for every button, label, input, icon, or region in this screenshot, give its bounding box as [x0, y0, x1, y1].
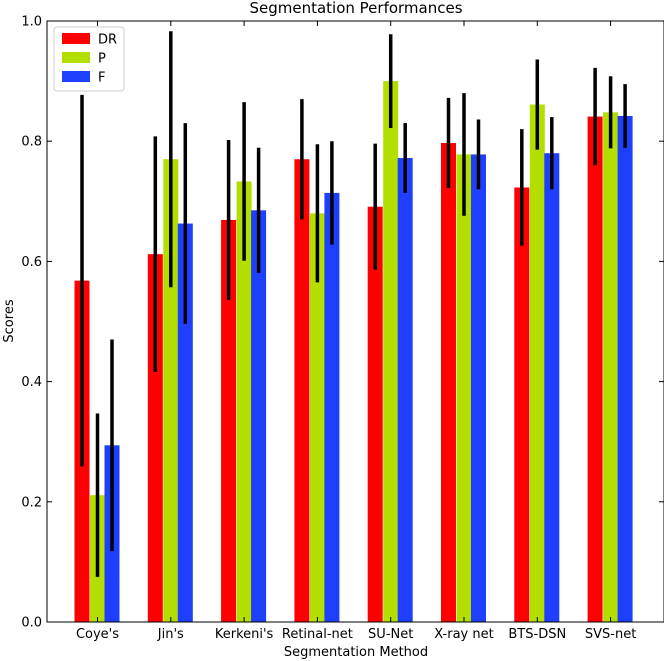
bar-dr-6	[514, 187, 530, 623]
legend-label-f: F	[98, 71, 105, 86]
x-tick-label: Coye's	[76, 627, 119, 642]
error-bars-layer	[80, 31, 627, 577]
x-tick-label: BTS-DSN	[508, 627, 566, 642]
bar-p-3	[309, 213, 325, 622]
x-tick-label: SU-Net	[368, 627, 413, 642]
bar-dr-7	[587, 116, 603, 622]
x-axis-label: Segmentation Method	[284, 645, 428, 660]
bar-p-4	[383, 81, 399, 623]
axes-layer	[46, 20, 664, 623]
bar-p-7	[603, 112, 619, 622]
plot-frame	[46, 20, 664, 623]
x-tick-label: Retinal-net	[282, 627, 353, 642]
bar-f-3	[324, 192, 340, 622]
y-tick-label: 0.2	[21, 495, 42, 510]
x-ticks: Coye's Jin's Kerkeni's Retinal-net SU-Net X-r…	[76, 21, 636, 642]
y-tick-label: 0.8	[21, 135, 42, 150]
y-tick-label: 1.0	[21, 15, 42, 30]
legend-label-p: P	[98, 52, 106, 67]
bar-p-1	[163, 159, 179, 623]
x-tick-label: Kerkeni's	[215, 627, 274, 642]
y-ticks: 0.0 0.2 0.4 0.6 0.8 1.0	[21, 15, 664, 631]
legend-swatch-p	[62, 52, 90, 63]
y-tick-label: 0.4	[21, 375, 42, 390]
bar-p-2	[236, 181, 252, 622]
legend-label-dr: DR	[98, 33, 117, 48]
bar-dr-5	[441, 143, 456, 622]
bar-p-6	[529, 104, 545, 623]
legend-swatch-f	[62, 71, 90, 82]
bar-f-7	[617, 115, 633, 623]
x-tick-label: SVS-net	[585, 627, 636, 642]
bar-f-6	[544, 153, 560, 622]
bar-f-1	[177, 223, 193, 623]
bar-dr-3	[294, 159, 310, 623]
y-tick-label: 0.6	[21, 255, 42, 270]
x-tick-label: Jin's	[157, 627, 184, 642]
legend-swatch-dr	[62, 33, 90, 44]
x-tick-label: X-ray net	[434, 627, 493, 642]
y-tick-label: 0.0	[21, 616, 42, 631]
bar-dr-4	[367, 206, 383, 622]
bar-f-5	[471, 154, 486, 623]
bar-f-4	[397, 158, 413, 622]
bar-dr-2	[221, 219, 237, 622]
legend: DR PF	[53, 26, 125, 92]
bars-layer	[74, 81, 633, 623]
chart-title: Segmentation Performances	[249, 0, 462, 17]
bar-dr-1	[147, 254, 163, 622]
bar-p-5	[456, 154, 472, 623]
y-axis-label: Scores	[2, 299, 17, 342]
bar-f-2	[251, 210, 267, 622]
